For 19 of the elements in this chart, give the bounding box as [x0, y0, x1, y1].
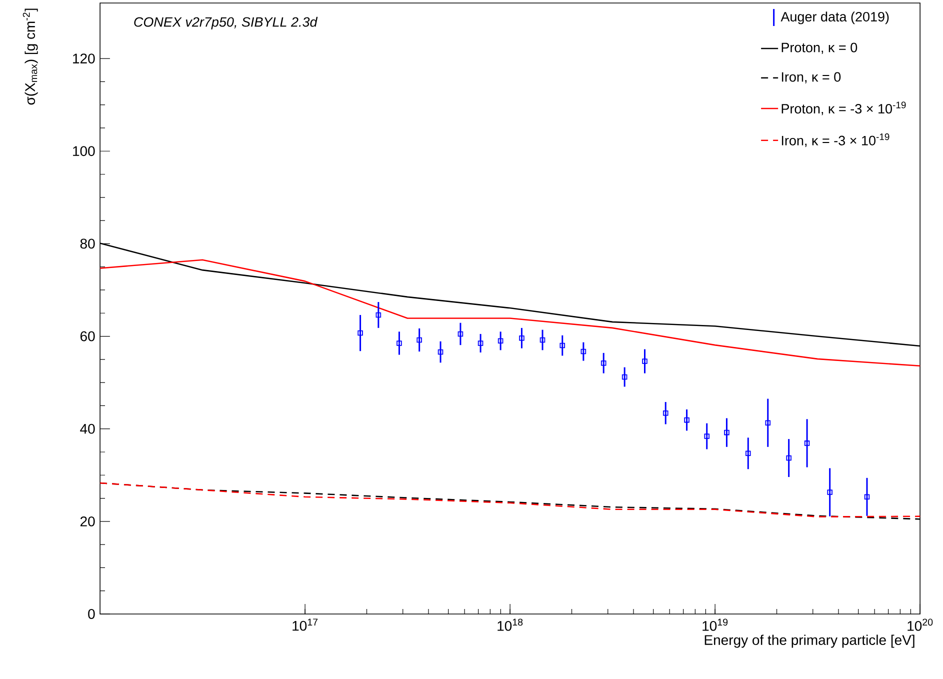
y-tick-label: 120: [73, 54, 95, 64]
x-tick-label: 10$^{17}$: [292, 618, 318, 631]
legend-label: Proton, κ = -3 × 10$^{-19}$: [782, 102, 906, 116]
legend-label: Iron, κ = 0: [782, 72, 841, 84]
legend-label: Auger data (2019): [780, 12, 889, 24]
y-tick-label: 60: [80, 331, 95, 342]
annotation: CONEX v2r7p50, SIBYLL 2.3d: [134, 16, 318, 30]
y-tick-label: 20: [80, 516, 95, 526]
y-tick-label: 80: [80, 238, 95, 249]
x-tick-label: 10$^{19}$: [702, 618, 728, 631]
x-tick-label: 10$^{18}$: [498, 618, 523, 631]
y-tick-label: 0: [88, 609, 95, 619]
y-tick-label: 40: [80, 424, 95, 434]
y-tick-label: 100: [73, 146, 95, 156]
x-tick-label: 10$^{20}$: [908, 618, 933, 631]
legend-label: Iron, κ = -3 × 10$^{-19}$: [782, 133, 890, 147]
x-axis-title: Energy of the primary particle [eV]: [704, 634, 914, 648]
y-axis-title: σ(X$_{max}$) [g cm$^{-2}$]: [22, 8, 38, 105]
legend-label: Proton, κ = 0: [782, 42, 858, 54]
